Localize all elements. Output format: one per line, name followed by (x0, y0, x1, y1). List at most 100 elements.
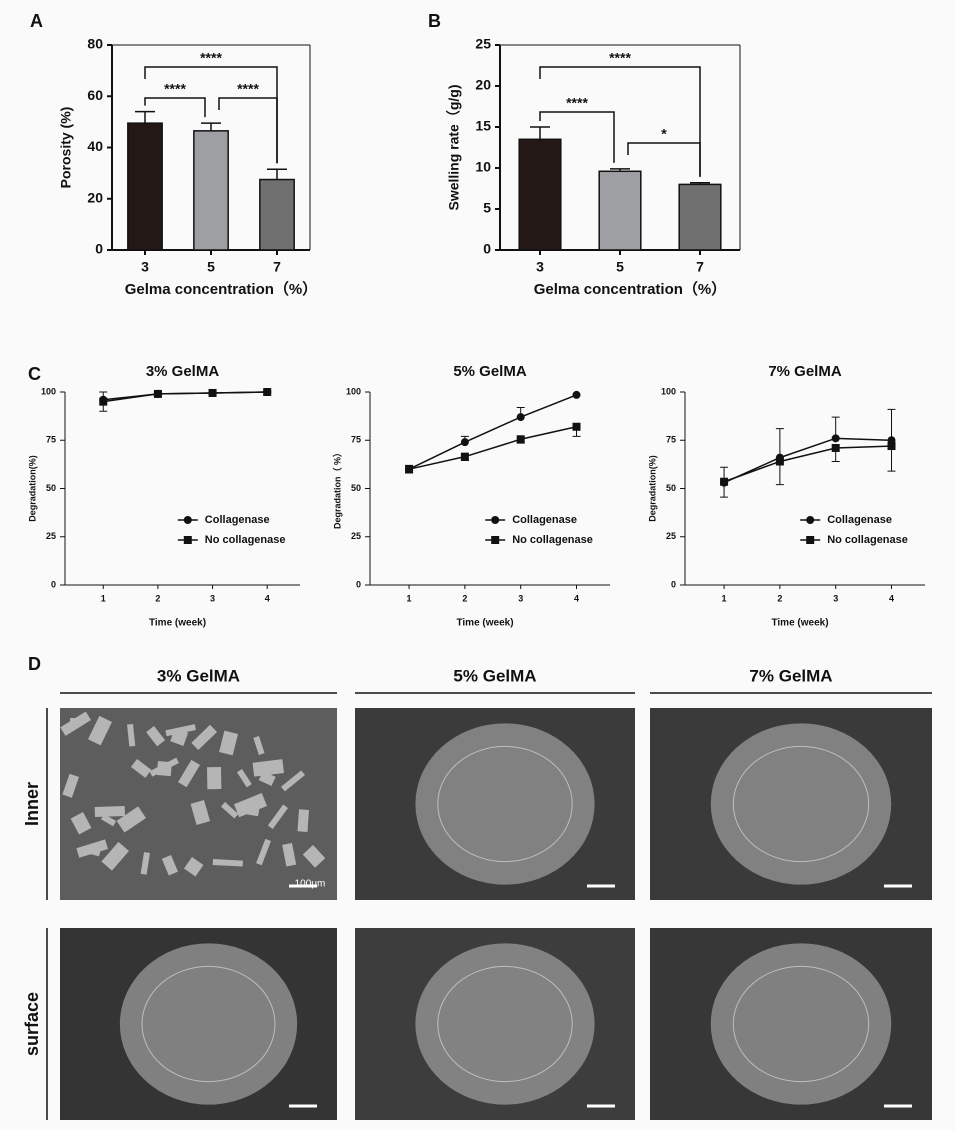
significance-bracket (218, 97, 278, 164)
marker (720, 477, 729, 486)
y-tick-label: 75 (351, 435, 361, 445)
sem-flake (282, 843, 297, 867)
sem-flake (76, 839, 109, 858)
bar (678, 183, 722, 251)
significance-bracket (539, 111, 615, 163)
legend-label: Collagenase (827, 514, 892, 526)
sem-particle (710, 943, 892, 1105)
x-axis-label: Gelma concentration（%） (534, 280, 727, 298)
sem-flake (146, 726, 166, 747)
sem-flake (127, 724, 136, 747)
x-axis-label: Time (week) (771, 618, 828, 629)
sem-flake (302, 845, 326, 868)
marker (460, 438, 469, 447)
bar (598, 170, 642, 251)
sem-texture (437, 965, 573, 1083)
marker (460, 452, 469, 461)
significance-label: * (661, 126, 667, 142)
x-tick-label: 2 (777, 593, 782, 603)
y-axis-label: Porosity (%) (58, 107, 74, 189)
column-header: 7% GelMA (749, 666, 832, 685)
sem-particle (119, 943, 298, 1105)
y-tick-label: 50 (351, 483, 361, 493)
bar (259, 178, 295, 251)
sem-texture (141, 965, 276, 1083)
error-bar (775, 428, 784, 458)
y-axis-label: Swelling rate（g/g) (446, 84, 462, 210)
y-tick-label: 25 (46, 531, 56, 541)
sem-flake (100, 814, 117, 827)
sem-flake (149, 757, 179, 777)
legend-label: No collagenase (827, 534, 908, 546)
y-tick-label: 0 (356, 579, 361, 589)
y-tick-label: 100 (661, 386, 676, 396)
sem-particle (415, 723, 595, 885)
x-tick-label: 3 (833, 593, 838, 603)
y-tick-label: 5 (483, 200, 491, 216)
bar (518, 138, 562, 251)
y-tick-label: 10 (475, 159, 491, 175)
significance-bracket (539, 66, 701, 177)
y-tick-label: 0 (671, 579, 676, 589)
y-tick-label: 25 (475, 36, 491, 52)
significance-label: **** (566, 95, 588, 111)
sem-flake (256, 838, 272, 866)
y-tick-label: 25 (666, 531, 676, 541)
sem-flake (94, 806, 126, 818)
sem-flake (297, 809, 309, 832)
sem-flake (253, 736, 265, 755)
x-tick-label: 4 (265, 593, 270, 603)
y-axis-label: Degradation(%) (27, 455, 37, 522)
y-tick-label: 25 (351, 531, 361, 541)
x-tick-label: 3 (141, 259, 149, 275)
x-tick-label: 2 (155, 593, 160, 603)
legend-marker (806, 516, 815, 524)
marker (153, 389, 162, 398)
legend-label: No collagenase (205, 534, 286, 546)
marker (775, 457, 784, 466)
y-tick-label: 75 (666, 435, 676, 445)
panel-label: D (28, 654, 41, 674)
marker (405, 465, 414, 474)
x-tick-label: 3 (536, 259, 544, 275)
y-tick-label: 0 (51, 579, 56, 589)
chart-title: 7% GelMA (768, 363, 842, 380)
marker (831, 443, 840, 452)
legend-marker (183, 536, 192, 544)
sem-flake (190, 800, 211, 826)
marker (572, 422, 581, 431)
x-tick-label: 1 (101, 593, 106, 603)
significance-label: **** (164, 81, 186, 97)
y-tick-label: 40 (87, 138, 103, 154)
marker (831, 434, 840, 443)
x-tick-label: 1 (722, 593, 727, 603)
legend-marker (183, 516, 192, 524)
x-tick-label: 7 (696, 259, 704, 275)
sem-texture (732, 745, 870, 863)
x-tick-label: 5 (207, 259, 215, 275)
chart-title: 5% GelMA (453, 363, 527, 380)
legend-marker (491, 536, 500, 544)
sem-flake (219, 730, 239, 756)
y-tick-label: 0 (483, 241, 491, 257)
sem-flake (165, 724, 196, 737)
sem-flake (161, 855, 179, 876)
y-tick-label: 100 (41, 386, 56, 396)
sem-flake (62, 773, 79, 798)
y-tick-label: 20 (87, 189, 103, 205)
sem-flake (220, 802, 239, 819)
sem-particle (415, 943, 595, 1105)
sem-flake (183, 857, 204, 877)
column-header: 5% GelMA (453, 666, 536, 685)
series-line (408, 426, 577, 470)
sem-flake (191, 724, 217, 751)
y-tick-label: 80 (87, 36, 103, 52)
chart-title: 3% GelMA (146, 363, 220, 380)
y-tick-label: 50 (666, 483, 676, 493)
error-bar (887, 446, 896, 472)
x-tick-label: 3 (518, 593, 523, 603)
sem-texture (732, 965, 870, 1083)
sem-flake (281, 770, 305, 792)
row-header: Inner (22, 782, 42, 826)
legend-label: Collagenase (205, 514, 270, 526)
